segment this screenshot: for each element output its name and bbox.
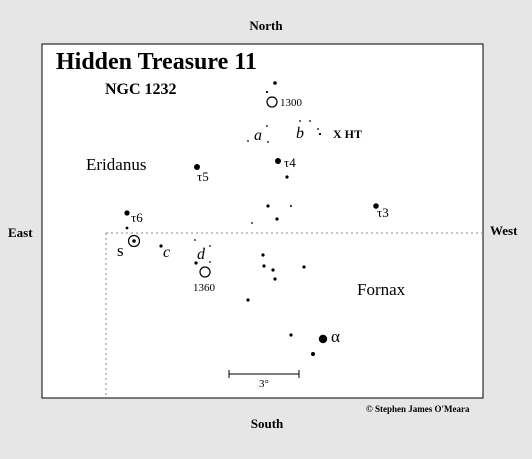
star-alpha [318,334,328,344]
target-ht-label: X HT [333,127,362,141]
marker-c: c [163,244,170,261]
star [209,245,211,247]
star [246,298,250,302]
star-s-dot [132,239,136,243]
star-tau4-label: τ4 [284,155,296,170]
galaxy-ngc1300-label: 1300 [280,97,303,109]
object-name: NGC 1232 [105,81,177,98]
constellation-eridanus: Eridanus [86,155,146,174]
star [318,132,322,136]
galaxy-ngc1300-symbol [266,96,278,108]
star [209,261,211,263]
star [247,140,249,142]
star [309,120,311,122]
star [273,81,277,85]
direction-east: East [8,225,33,240]
star-tau5-label: τ5 [197,169,209,184]
direction-north: North [249,18,283,33]
star [299,120,301,122]
star-tau6 [124,210,130,216]
marker-a: a [254,127,262,144]
scale-bar [228,370,300,378]
star [273,277,277,281]
star [266,204,270,208]
constellation-fornax: Fornax [357,280,406,299]
star-tau3 [373,203,379,209]
star-s-label: s [117,241,124,260]
direction-south: South [251,416,284,431]
star [290,205,292,207]
star [265,90,269,94]
star [194,261,198,265]
galaxy-ngc1360-symbol [199,266,211,278]
star [262,264,266,268]
star-tau6-label: τ6 [131,210,143,225]
star [275,217,279,221]
star [251,222,253,224]
star [267,141,269,143]
star-field [124,81,379,356]
star-alpha-label: α [331,327,340,346]
star [271,268,275,272]
marker-b: b [296,125,304,142]
star [302,265,306,269]
star [285,175,289,179]
star [261,253,265,257]
star [289,333,293,337]
star [125,226,129,230]
scale-label: 3° [259,378,269,390]
chart-frame [41,43,484,399]
star [317,128,319,130]
star-tau4 [275,158,281,164]
star-tau5 [194,164,200,170]
star [159,244,163,248]
star [311,352,315,356]
marker-d: d [197,246,206,263]
star-s-ring [127,234,141,248]
galaxy-ngc1360-label: 1360 [193,282,216,294]
star-tau3-label: τ3 [377,205,389,220]
direction-west: West [490,223,518,238]
chart-title: Hidden Treasure 11 [56,49,257,75]
credit: © Stephen James O'Meara [366,404,470,414]
star [194,239,196,241]
star [266,125,268,127]
